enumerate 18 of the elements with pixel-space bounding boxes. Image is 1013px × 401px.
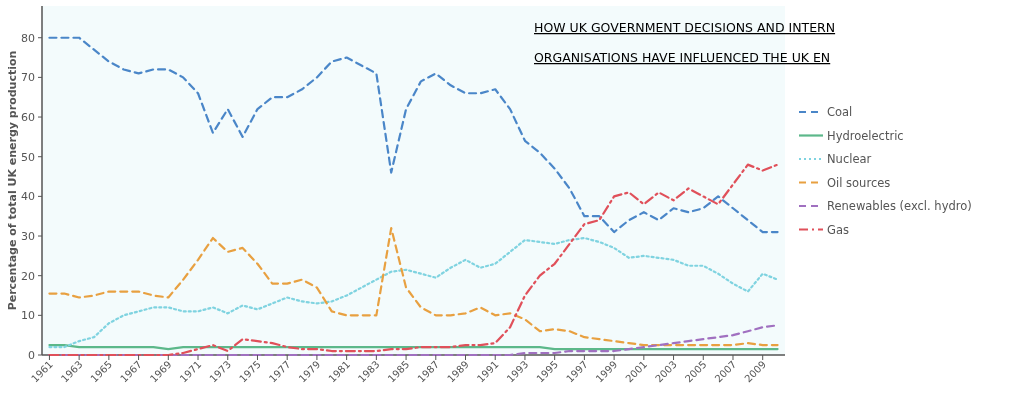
- y-tick-label: 20: [21, 269, 35, 283]
- y-axis-title: Percentage of total UK energy production: [6, 50, 19, 311]
- legend-label: Hydroelectric: [827, 128, 904, 143]
- y-tick-label: 70: [21, 71, 35, 85]
- y-tick-label: 50: [21, 150, 35, 164]
- line-series: [48, 163, 779, 357]
- legend-label: Nuclear: [827, 152, 872, 167]
- y-tick-label: 10: [21, 309, 35, 323]
- y-tick-label: 0: [28, 348, 35, 362]
- chart-title: HOW UK GOVERNMENT DECISIONS AND INTERN ORGANISATIONS HAVE INFLUENCED THE UK EN: [534, 20, 836, 65]
- legend-label: Oil sources: [827, 175, 891, 190]
- y-tick-label: 30: [21, 229, 35, 243]
- legend-label: Gas: [827, 222, 849, 237]
- y-tick-label: 80: [21, 31, 35, 45]
- legend-label: Coal: [827, 105, 853, 120]
- y-tick-label: 60: [21, 110, 35, 124]
- y-tick-label: 40: [21, 190, 35, 204]
- legend-label: Renewables (excl. hydro): [827, 199, 972, 214]
